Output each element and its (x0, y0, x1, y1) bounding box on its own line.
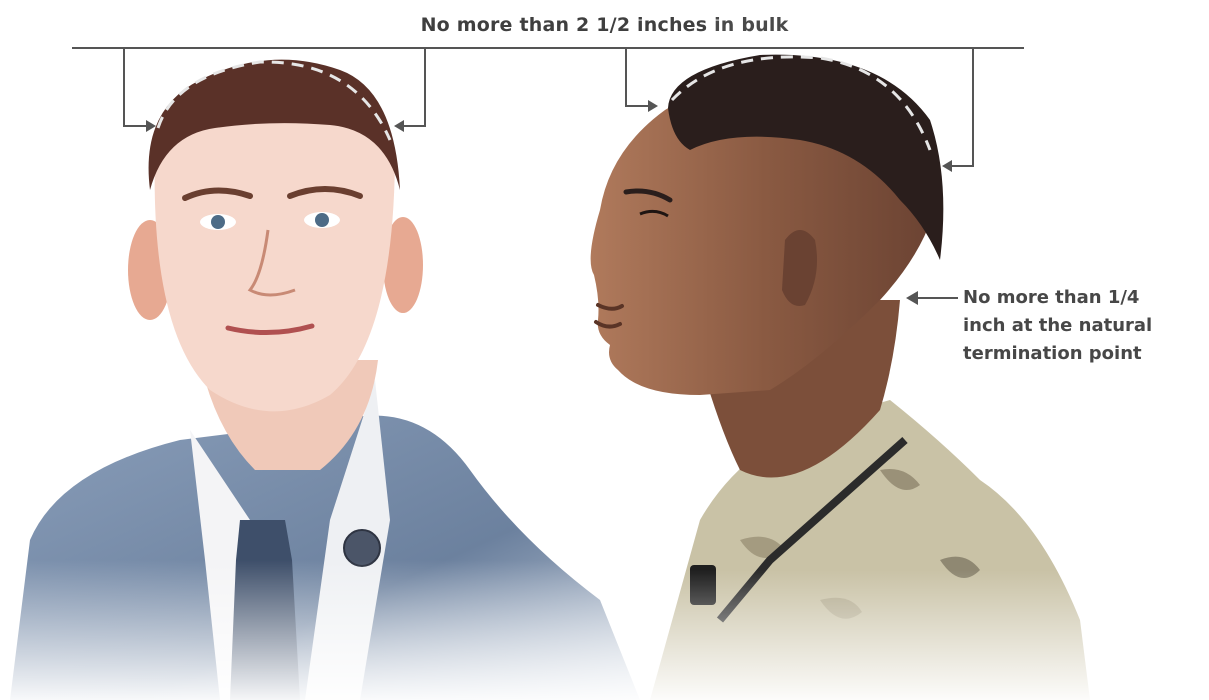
arrowheads (146, 100, 952, 305)
eye (639, 209, 669, 218)
bulk-guide-profile (670, 55, 932, 151)
bulk-guide-front (156, 60, 392, 141)
arrowhead (146, 120, 156, 132)
hair-front (148, 59, 400, 190)
camouflage-pattern (880, 469, 920, 490)
iris (315, 213, 329, 227)
arrowhead (648, 100, 658, 112)
nape-limit-label: No more than 1/4 inch at the natural ter… (963, 287, 1153, 364)
eyebrow (287, 186, 363, 199)
face-front (154, 95, 395, 412)
iris (211, 215, 225, 229)
profile-view-portrait (590, 54, 1100, 700)
arrowhead (942, 160, 952, 172)
eyebrow (623, 188, 673, 203)
bulk-limit-tail: in bulk (707, 14, 789, 36)
bracket-arrow (123, 48, 148, 127)
hair-profile (668, 54, 944, 260)
bulk-limit-main: No more than 2 1/2 inches (420, 14, 708, 36)
front-view-portrait (0, 59, 640, 700)
bracket-arrow (950, 48, 974, 167)
bracket-arrow (402, 48, 426, 127)
nose (247, 229, 296, 297)
mouth (225, 323, 315, 335)
ear-profile (782, 230, 818, 306)
arrowhead (394, 120, 404, 132)
right-ear (383, 217, 423, 313)
bulk-limit-label: No more than 2 1/2 inches in bulk (0, 14, 1209, 36)
bracket-arrow (625, 48, 650, 107)
bulk-bracket (72, 47, 1024, 299)
lips (594, 303, 624, 329)
arrowhead (906, 291, 918, 305)
eyebrow (182, 187, 253, 201)
